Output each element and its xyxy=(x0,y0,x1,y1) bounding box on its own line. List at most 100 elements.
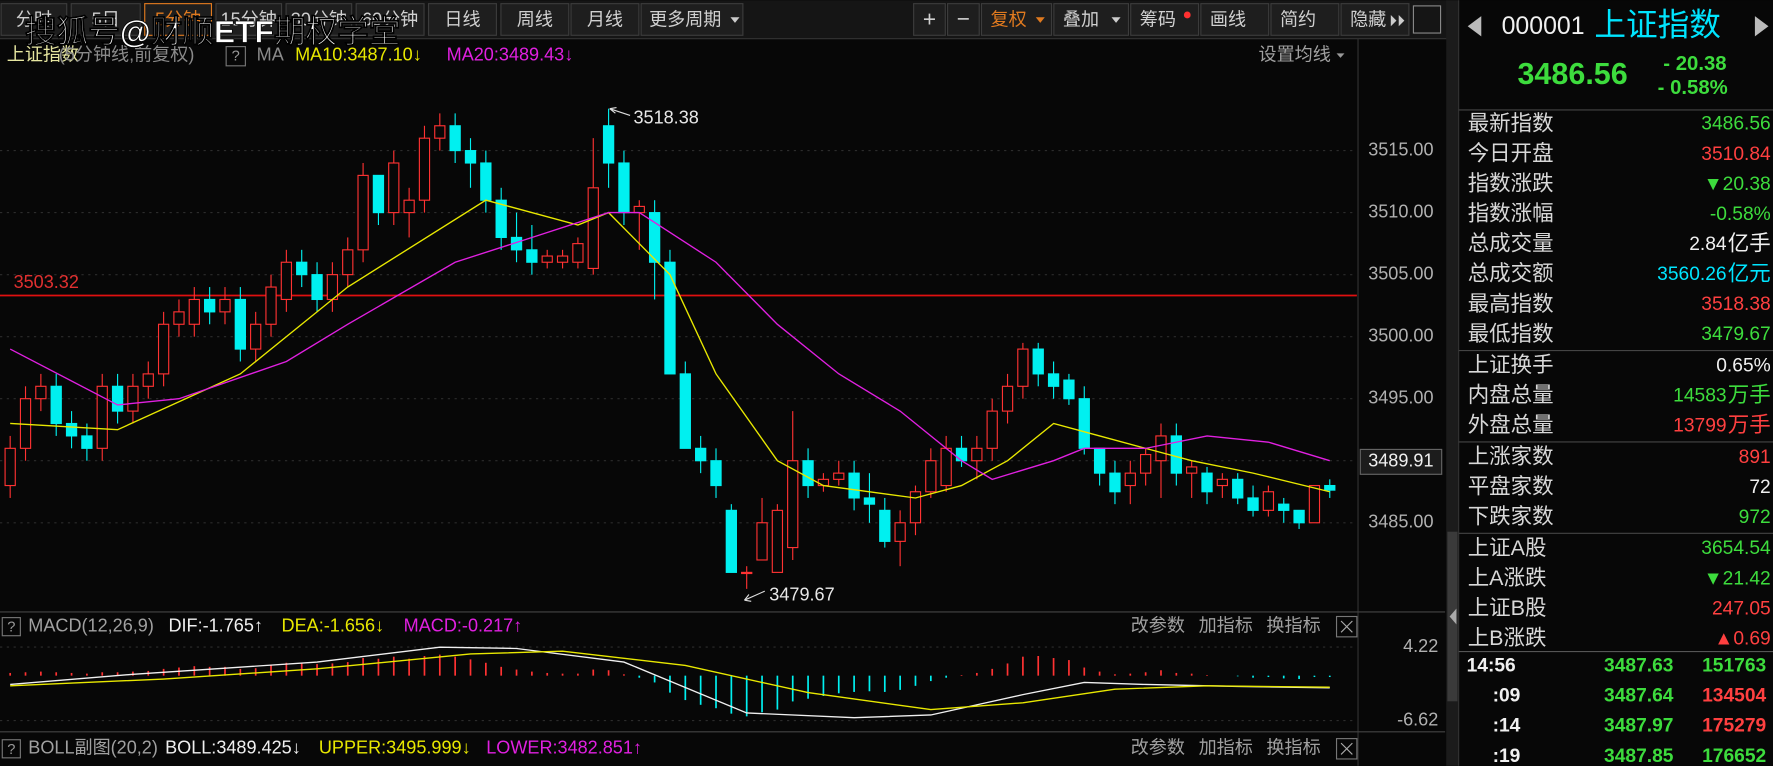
candle-body xyxy=(940,447,952,487)
candle-body xyxy=(602,125,615,164)
panel-button[interactable]: 加指标 xyxy=(1199,615,1253,635)
period-label[interactable]: 月线 xyxy=(587,9,623,29)
candle-body xyxy=(1324,484,1336,491)
period-button[interactable] xyxy=(570,3,640,36)
header-title: MACD(12,26,9) xyxy=(28,615,154,635)
tool-label[interactable]: 画线 xyxy=(1210,9,1246,29)
candle-body xyxy=(971,447,983,462)
candle-body xyxy=(725,509,738,573)
close-button[interactable] xyxy=(1335,738,1358,760)
period-label[interactable]: 日线 xyxy=(444,9,480,29)
close-button[interactable] xyxy=(1335,615,1358,638)
period-label[interactable]: 分时 xyxy=(16,9,52,29)
candle-body xyxy=(342,249,354,276)
period-label[interactable]: 30分钟 xyxy=(291,9,347,29)
candle-body xyxy=(679,373,691,449)
candle-body xyxy=(986,410,998,449)
tool-button[interactable] xyxy=(1340,3,1410,36)
period-button[interactable] xyxy=(215,3,283,36)
row-value: 0.65% xyxy=(1716,355,1771,376)
period-button[interactable] xyxy=(427,3,497,36)
tool-label[interactable]: 筹码 xyxy=(1140,9,1176,29)
candle-body xyxy=(710,460,722,487)
help-label[interactable]: ? xyxy=(7,620,15,636)
period-button[interactable] xyxy=(640,3,744,36)
period-button[interactable] xyxy=(285,3,353,36)
candle-body xyxy=(848,472,860,499)
quote-change-pct: - 0.58% xyxy=(1658,77,1728,99)
row-value: 13799 xyxy=(1673,416,1726,437)
candle-body xyxy=(357,174,369,251)
row-value: -0.58% xyxy=(1710,204,1771,225)
panel-button[interactable]: 换指标 xyxy=(1266,738,1320,758)
tool-button[interactable] xyxy=(1200,3,1270,36)
candle-body xyxy=(802,460,814,487)
candle-body xyxy=(403,199,415,214)
candle-body xyxy=(664,261,676,375)
candle-body xyxy=(1278,503,1290,511)
period-label[interactable]: 更多周期 xyxy=(649,9,721,29)
period-label[interactable]: 15分钟 xyxy=(221,9,277,29)
panel-button[interactable]: 改参数 xyxy=(1131,738,1185,758)
candle-body xyxy=(833,472,845,480)
main-chart: 上证指数(5分钟线,前复权) MA MA10:3487.10↓ MA20:3489.4… xyxy=(0,44,1443,604)
tool-button[interactable] xyxy=(946,3,980,36)
panel-button[interactable]: 换指标 xyxy=(1266,615,1320,635)
low-annotation: 3479.67 xyxy=(769,584,834,604)
tool-label[interactable]: 隐藏 xyxy=(1350,9,1386,29)
tool-label[interactable]: + xyxy=(923,7,936,32)
period-button[interactable] xyxy=(144,3,213,36)
help-label[interactable]: ? xyxy=(7,742,15,758)
high-annotation: 3518.38 xyxy=(633,108,698,128)
period-label[interactable]: 周线 xyxy=(517,9,553,29)
row-value: ▼21.42 xyxy=(1704,568,1771,589)
help-box[interactable] xyxy=(1,739,21,759)
row-value: 72 xyxy=(1749,477,1770,498)
help-label[interactable]: ? xyxy=(232,49,240,65)
fullscreen-button[interactable] xyxy=(1412,5,1442,34)
candle-body xyxy=(203,298,216,313)
tool-label[interactable]: − xyxy=(957,7,970,32)
candle-body xyxy=(1308,484,1321,524)
prev-arrow[interactable] xyxy=(1467,16,1482,37)
header-ma20: MA20:3489.43↓ xyxy=(447,44,574,64)
panel-button[interactable]: 加指标 xyxy=(1199,738,1253,758)
period-label[interactable]: 5日 xyxy=(92,9,120,29)
tick-price: 3487.97 xyxy=(1604,716,1673,737)
tool-label[interactable]: 复权 xyxy=(991,9,1027,29)
header-boll: BOLL:3489.425↓ xyxy=(165,738,301,758)
help-box[interactable] xyxy=(225,46,246,67)
header-name: 上证指数 xyxy=(7,44,79,64)
collapse-arrow[interactable] xyxy=(1449,608,1457,625)
candle-body xyxy=(219,298,231,313)
row-value: 3560.26 xyxy=(1657,264,1726,285)
indicator-line xyxy=(10,199,1330,499)
tool-button[interactable] xyxy=(1270,3,1340,36)
panel-button[interactable]: 改参数 xyxy=(1131,615,1185,635)
period-button[interactable] xyxy=(0,3,68,36)
tool-label[interactable]: 叠加 xyxy=(1063,9,1099,29)
row-label: 最高指数 xyxy=(1468,292,1554,316)
tool-label[interactable]: 简约 xyxy=(1280,9,1316,29)
period-button[interactable] xyxy=(500,3,570,36)
candle-body xyxy=(250,323,262,350)
candle-body xyxy=(188,298,200,325)
tool-button[interactable] xyxy=(1130,3,1200,36)
period-button[interactable] xyxy=(70,3,141,36)
last-price-box xyxy=(1359,448,1443,475)
candle-body xyxy=(449,125,461,152)
period-label[interactable]: 5分钟 xyxy=(155,9,201,29)
next-arrow[interactable] xyxy=(1754,16,1769,37)
tool-button[interactable] xyxy=(913,3,946,36)
row-value: 891 xyxy=(1739,447,1771,468)
candle-body xyxy=(418,137,431,201)
candle-body xyxy=(480,162,492,201)
boll-chart: ? BOLL副图(20,2) BOLL:3489.425↓ UPPER:3495.99… xyxy=(1,738,1358,760)
row-label: 平盘家数 xyxy=(1468,474,1554,498)
tool-button[interactable] xyxy=(980,3,1053,36)
period-label[interactable]: 60分钟 xyxy=(362,9,418,29)
period-button[interactable] xyxy=(355,3,425,36)
help-box[interactable] xyxy=(1,617,21,637)
candle-body xyxy=(1262,491,1275,511)
